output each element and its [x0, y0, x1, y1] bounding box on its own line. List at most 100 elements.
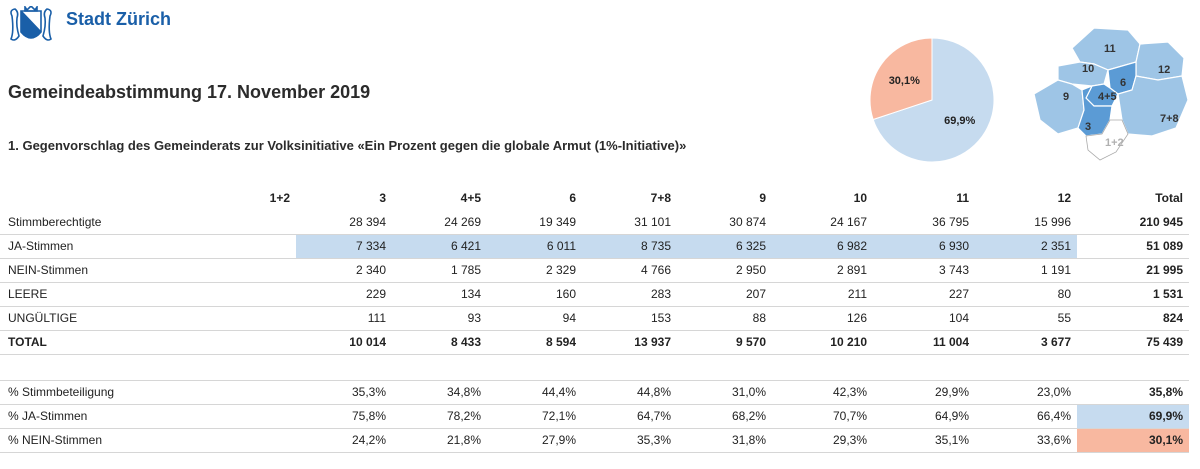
table-cell: 283 [582, 282, 677, 307]
table-row-stimmberechtigte: Stimmberechtigte 28 394 24 269 19 349 31… [0, 210, 1189, 235]
table-cell [180, 330, 296, 355]
table-cell: 11 004 [873, 330, 975, 355]
table-cell: 93 [392, 306, 487, 331]
table-cell: 126 [772, 306, 873, 331]
table-row-ja-stimmen: JA-Stimmen 7 334 6 421 6 011 8 735 6 325… [0, 234, 1189, 259]
map-label-9: 9 [1063, 91, 1069, 103]
table-cell: 88 [677, 306, 772, 331]
column-header: 4+5 [460, 191, 481, 205]
map-label-11: 11 [1104, 43, 1116, 55]
table-cell: 55 [975, 306, 1077, 331]
table-cell: 29,3% [772, 428, 873, 453]
table-cell: 1 191 [975, 258, 1077, 283]
column-header-total: Total [1155, 191, 1183, 205]
table-cell: 3 743 [873, 258, 975, 283]
table-cell: 6 325 [677, 234, 772, 259]
table-cell [180, 282, 296, 307]
table-cell: 111 [296, 306, 392, 331]
table-cell-total: 35,8% [1077, 380, 1189, 405]
map-label-10: 10 [1082, 63, 1094, 75]
table-cell: 160 [487, 282, 582, 307]
pie-label-nein: 30,1% [889, 75, 920, 87]
table-row-pct-nein: % NEIN-Stimmen 24,2% 21,8% 27,9% 35,3% 3… [0, 428, 1189, 453]
table-cell: 29,9% [873, 380, 975, 405]
table-row-leere: LEERE 229 134 160 283 207 211 227 80 1 5… [0, 282, 1189, 307]
ballot-subtitle: 1. Gegenvorschlag des Gemeinderats zur V… [8, 138, 687, 153]
results-table: 1+2 3 4+5 6 7+8 9 10 11 12 Total Stimmbe… [0, 186, 1189, 453]
column-header: 10 [853, 191, 867, 205]
row-label: % Stimmbeteiligung [0, 380, 180, 405]
table-cell: 72,1% [487, 404, 582, 429]
table-cell: 13 937 [582, 330, 677, 355]
table-cell: 66,4% [975, 404, 1077, 429]
header-label [0, 186, 180, 210]
table-cell [180, 210, 296, 235]
row-label: NEIN-Stimmen [0, 258, 180, 283]
pie-label-ja: 69,9% [944, 115, 975, 127]
pie-slice-nein [869, 37, 933, 121]
table-cell: 229 [296, 282, 392, 307]
table-cell: 64,7% [582, 404, 677, 429]
table-cell [180, 306, 296, 331]
table-cell-total: 1 531 [1077, 282, 1189, 307]
table-cell: 31,0% [677, 380, 772, 405]
map-district-78 [1117, 75, 1189, 137]
column-header: 7+8 [650, 191, 671, 205]
table-cell [180, 258, 296, 283]
row-label: LEERE [0, 282, 180, 307]
map-district-12-old [1085, 119, 1129, 161]
table-cell: 75,8% [296, 404, 392, 429]
table-cell [180, 428, 296, 453]
table-cell: 8 735 [582, 234, 677, 259]
table-cell: 227 [873, 282, 975, 307]
table-cell: 21,8% [392, 428, 487, 453]
table-cell: 35,3% [582, 428, 677, 453]
table-cell: 2 351 [975, 234, 1077, 259]
map-label-3: 3 [1085, 121, 1091, 133]
column-header: 12 [1057, 191, 1071, 205]
table-cell: 30 874 [677, 210, 772, 235]
table-cell: 44,4% [487, 380, 582, 405]
map-label-12: 12 [1158, 64, 1170, 76]
table-cell: 10 014 [296, 330, 392, 355]
column-header: 11 [956, 191, 969, 205]
table-cell: 42,3% [772, 380, 873, 405]
table-cell: 7 334 [296, 234, 392, 259]
table-cell: 34,8% [392, 380, 487, 405]
table-cell: 35,1% [873, 428, 975, 453]
table-cell: 33,6% [975, 428, 1077, 453]
table-cell: 10 210 [772, 330, 873, 355]
table-cell: 24 167 [772, 210, 873, 235]
table-cell: 24,2% [296, 428, 392, 453]
map-label-6: 6 [1120, 77, 1126, 89]
table-cell-total: 21 995 [1077, 258, 1189, 283]
table-cell [180, 380, 296, 405]
table-cell: 104 [873, 306, 975, 331]
table-cell: 15 996 [975, 210, 1077, 235]
table-cell: 27,9% [487, 428, 582, 453]
table-cell: 2 891 [772, 258, 873, 283]
map-district-9 [1033, 79, 1085, 135]
table-cell: 153 [582, 306, 677, 331]
table-cell: 9 570 [677, 330, 772, 355]
map-label-45: 4+5 [1098, 91, 1117, 103]
brand-name[interactable]: Stadt Zürich [66, 9, 172, 29]
table-cell: 2 340 [296, 258, 392, 283]
table-spacer-row [0, 354, 1189, 381]
table-cell-total: 30,1% [1077, 428, 1189, 453]
table-cell: 78,2% [392, 404, 487, 429]
table-row-nein-stimmen: NEIN-Stimmen 2 340 1 785 2 329 4 766 2 9… [0, 258, 1189, 283]
column-header: 3 [379, 191, 386, 205]
table-cell: 23,0% [975, 380, 1077, 405]
table-cell: 8 433 [392, 330, 487, 355]
table-cell: 31 101 [582, 210, 677, 235]
district-map: 11 10 12 6 9 4+5 7+8 3 1+2 [1033, 27, 1189, 161]
table-cell: 31,8% [677, 428, 772, 453]
page-title: Gemeindeabstimmung 17. November 2019 [8, 82, 371, 102]
table-cell: 68,2% [677, 404, 772, 429]
table-cell: 211 [772, 282, 873, 307]
table-cell: 35,3% [296, 380, 392, 405]
table-cell: 94 [487, 306, 582, 331]
zurich-coat-of-arms-icon [10, 6, 52, 41]
table-cell: 70,7% [772, 404, 873, 429]
